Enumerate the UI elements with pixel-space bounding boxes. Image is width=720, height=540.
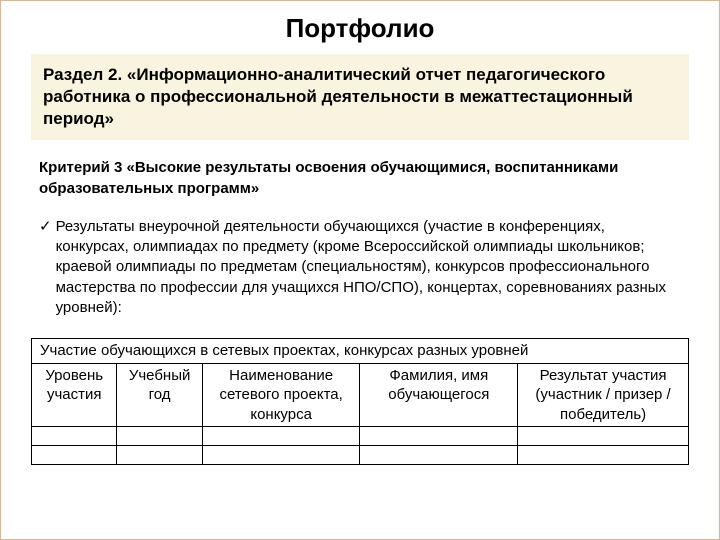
header-result: Результат участия (участник / призер / п… [518,363,689,427]
table-caption-row: Участие обучающихся в сетевых проектах, … [32,339,689,364]
section-box: Раздел 2. «Информационно-аналитический о… [31,54,689,140]
cell [360,427,518,446]
cell [117,427,202,446]
cell [360,446,518,465]
bullet-item: ✓ Результаты внеурочной деятельности обу… [39,217,681,318]
criterion-text: Критерий 3 «Высокие результаты освоения … [39,158,681,199]
header-name: Фамилия, имя обучающегося [360,363,518,427]
table-row [32,427,689,446]
cell [32,446,117,465]
participation-table: Участие обучающихся в сетевых проектах, … [31,338,689,465]
table-caption: Участие обучающихся в сетевых проектах, … [32,339,689,364]
cell [518,446,689,465]
page-title: Портфолио [31,13,689,44]
cell [32,427,117,446]
cell [202,427,360,446]
bullet-block: ✓ Результаты внеурочной деятельности обу… [39,217,681,318]
header-project: Наименование сетевого проекта, конкурса [202,363,360,427]
bullet-text: Результаты внеурочной деятельности обуча… [56,217,681,318]
section-text: Раздел 2. «Информационно-аналитический о… [43,64,677,130]
cell [518,427,689,446]
check-icon: ✓ [39,217,52,237]
cell [202,446,360,465]
page-container: Портфолио Раздел 2. «Информационно-анали… [1,1,719,485]
header-year: Учебный год [117,363,202,427]
table-row [32,446,689,465]
cell [117,446,202,465]
header-level: Уровень участия [32,363,117,427]
table-header-row: Уровень участия Учебный год Наименование… [32,363,689,427]
